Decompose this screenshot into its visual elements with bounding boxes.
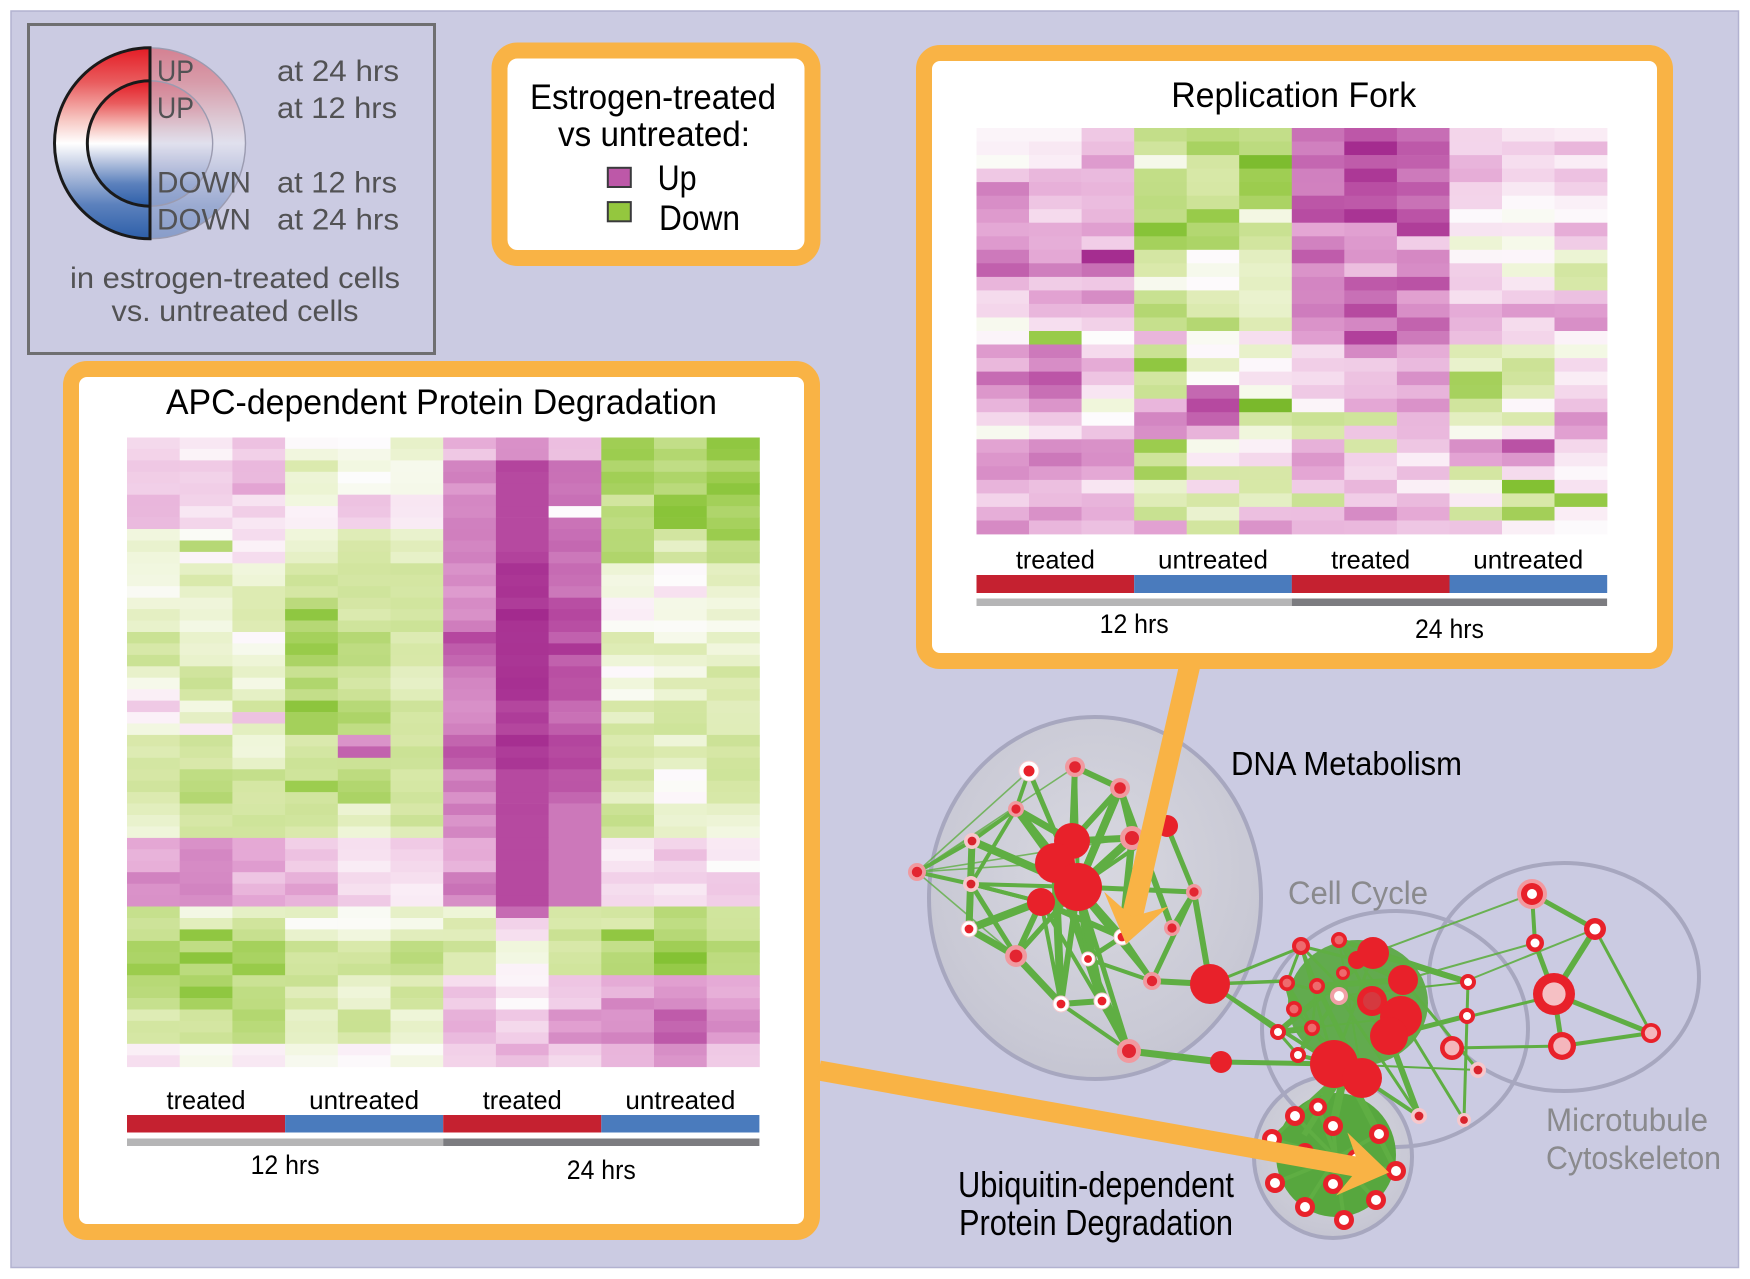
svg-text:Ubiquitin-dependent: Ubiquitin-dependent bbox=[958, 1164, 1234, 1205]
svg-text:Protein Degradation: Protein Degradation bbox=[959, 1202, 1233, 1243]
svg-text:untreated: untreated bbox=[1473, 545, 1583, 575]
svg-text:12 hrs: 12 hrs bbox=[251, 1150, 320, 1180]
svg-text:Down: Down bbox=[659, 199, 740, 238]
svg-text:treated: treated bbox=[1016, 545, 1095, 575]
svg-text:APC-dependent Protein Degradat: APC-dependent Protein Degradation bbox=[166, 383, 717, 422]
svg-text:UP: UP bbox=[157, 55, 194, 88]
svg-text:Microtubule: Microtubule bbox=[1546, 1102, 1708, 1138]
svg-text:UP: UP bbox=[157, 92, 194, 125]
svg-text:DOWN: DOWN bbox=[157, 167, 251, 200]
svg-text:12 hrs: 12 hrs bbox=[1100, 609, 1169, 639]
svg-text:untreated: untreated bbox=[625, 1085, 735, 1115]
svg-text:treated: treated bbox=[167, 1085, 246, 1115]
svg-text:treated: treated bbox=[1331, 545, 1410, 575]
svg-text:DOWN: DOWN bbox=[157, 204, 251, 237]
svg-text:Replication Fork: Replication Fork bbox=[1171, 76, 1416, 115]
svg-text:vs. untreated cells: vs. untreated cells bbox=[112, 295, 359, 328]
svg-text:at 12 hrs: at 12 hrs bbox=[277, 92, 397, 125]
svg-text:24 hrs: 24 hrs bbox=[567, 1155, 636, 1185]
svg-text:untreated: untreated bbox=[309, 1085, 419, 1115]
svg-text:treated: treated bbox=[483, 1085, 562, 1115]
svg-text:Cell Cycle: Cell Cycle bbox=[1288, 875, 1428, 911]
svg-text:Up: Up bbox=[658, 159, 697, 198]
svg-text:in estrogen-treated cells: in estrogen-treated cells bbox=[70, 262, 400, 295]
svg-text:at 12 hrs: at 12 hrs bbox=[277, 167, 397, 200]
svg-text:untreated: untreated bbox=[1158, 545, 1268, 575]
svg-text:Cytoskeleton: Cytoskeleton bbox=[1546, 1140, 1721, 1176]
svg-text:Estrogen-treated: Estrogen-treated bbox=[530, 78, 776, 117]
svg-text:24 hrs: 24 hrs bbox=[1415, 614, 1484, 644]
svg-text:at 24 hrs: at 24 hrs bbox=[277, 55, 399, 88]
svg-text:at 24 hrs: at 24 hrs bbox=[277, 204, 399, 237]
svg-text:vs untreated:: vs untreated: bbox=[558, 115, 750, 154]
svg-text:DNA Metabolism: DNA Metabolism bbox=[1231, 745, 1462, 782]
